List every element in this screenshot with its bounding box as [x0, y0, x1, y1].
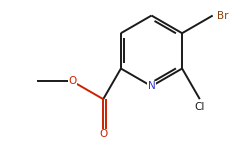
Text: O: O — [99, 129, 107, 140]
Text: Br: Br — [217, 11, 228, 21]
Text: N: N — [148, 81, 156, 91]
Text: Cl: Cl — [194, 102, 205, 112]
Text: O: O — [68, 76, 77, 86]
